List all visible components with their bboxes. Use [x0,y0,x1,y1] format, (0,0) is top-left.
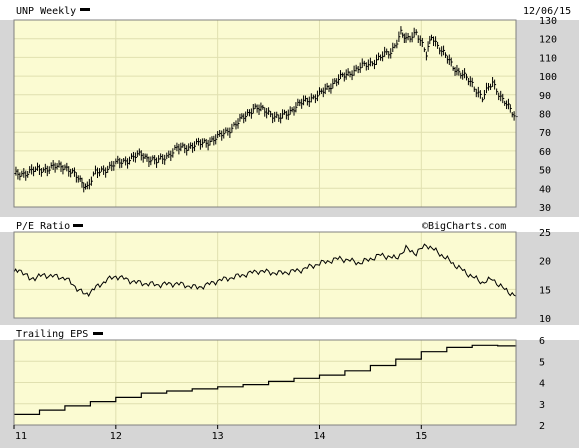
pe-panel-border [13,231,517,319]
y-tick-label: 3 [539,400,545,411]
y-tick-label: 2 [539,421,545,432]
y-tick-label: 100 [539,72,557,83]
y-tick-label: 90 [539,91,551,102]
y-tick-label: 30 [539,203,551,214]
eps-y-ticks: 2 3 4 5 6 [539,336,545,432]
price-header-bg [0,0,579,20]
price-title: UNP Weekly [16,6,76,17]
price-y-ticks: 30 40 50 60 70 80 90 100 110 120 130 [539,16,557,214]
eps-legend-swatch [93,332,103,335]
x-tick-label: 11 [15,431,27,442]
eps-title: Trailing EPS [16,329,88,340]
x-tick-label: 14 [313,431,325,442]
y-tick-label: 110 [539,53,557,64]
y-tick-label: 5 [539,357,545,368]
eps-header-bg [0,325,579,340]
y-tick-label: 15 [539,285,551,296]
watermark: ©BigCharts.com [422,221,506,232]
y-tick-label: 20 [539,257,551,268]
price-bars [13,26,518,193]
x-tick-label: 12 [110,431,122,442]
y-tick-label: 130 [539,16,557,27]
price-grid [14,20,516,207]
pe-panel [14,232,516,318]
y-tick-label: 25 [539,228,551,239]
y-tick-label: 50 [539,166,551,177]
y-tick-label: 4 [539,379,545,390]
chart-date: 12/06/15 [523,6,571,17]
eps-panel-border [13,339,517,426]
x-tick-label: 15 [415,431,427,442]
y-tick-label: 70 [539,128,551,139]
pe-ratio-line [13,243,517,298]
pe-legend-swatch [73,224,83,227]
eps-grid [14,340,516,425]
trailing-eps-line [14,344,517,415]
x-tick-label: 13 [212,431,224,442]
y-tick-label: 120 [539,35,557,46]
price-legend-swatch [80,8,90,11]
x-axis-ticks: 11 12 13 14 15 [13,425,427,442]
y-tick-label: 80 [539,110,551,121]
pe-header-bg [0,217,579,232]
y-tick-label: 60 [539,147,551,158]
y-tick-label: 10 [539,314,551,325]
pe-y-ticks: 10 15 20 25 [539,228,551,325]
price-panel-border [13,19,517,208]
y-tick-label: 40 [539,184,551,195]
pe-title: P/E Ratio [16,221,70,232]
pe-grid [14,232,516,318]
y-tick-label: 6 [539,336,545,347]
